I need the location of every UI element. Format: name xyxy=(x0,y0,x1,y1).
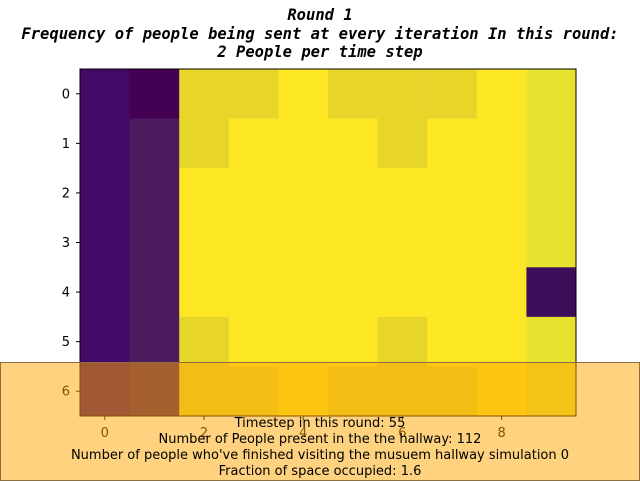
heatmap-cell xyxy=(328,119,378,169)
y-tick-label: 4 xyxy=(62,286,70,301)
heatmap-cell xyxy=(526,119,576,169)
heatmap-cell xyxy=(378,119,428,169)
heatmap-cell xyxy=(80,267,130,317)
heatmap-cell xyxy=(477,119,527,169)
heatmap-cell xyxy=(179,267,229,317)
y-axis: 0123456 xyxy=(62,87,80,399)
heatmap-cell xyxy=(130,317,180,367)
heatmap-cell xyxy=(229,218,279,268)
y-tick-label: 5 xyxy=(62,335,70,350)
heatmap-cell xyxy=(526,317,576,367)
heatmap-cell xyxy=(229,119,279,169)
heatmap-cell xyxy=(179,218,229,268)
heatmap-cell xyxy=(427,218,477,268)
heatmap-cell xyxy=(378,317,428,367)
y-tick-label: 3 xyxy=(62,236,70,251)
heatmap-cell xyxy=(427,119,477,169)
heatmap-cell xyxy=(278,267,328,317)
heatmap-cell xyxy=(229,317,279,367)
heatmap-cell xyxy=(130,218,180,268)
heatmap-cell xyxy=(278,168,328,218)
heatmap-cell xyxy=(477,267,527,317)
title-line-2: Frequency of people being sent at every … xyxy=(0,25,640,44)
title-line-3: 2 People per time step xyxy=(0,43,640,62)
heatmap-cell xyxy=(278,218,328,268)
heatmap-cell xyxy=(130,267,180,317)
heatmap-cell xyxy=(179,119,229,169)
heatmap-cell xyxy=(526,267,576,317)
heatmap-cell xyxy=(179,317,229,367)
heatmap-cell xyxy=(130,69,180,119)
heatmap-cell xyxy=(477,168,527,218)
heatmap-cell xyxy=(526,168,576,218)
fraction-text: Fraction of space occupied: 1.6 xyxy=(0,464,640,480)
y-tick-label: 2 xyxy=(62,186,70,201)
heatmap-cell xyxy=(130,168,180,218)
heatmap-cell xyxy=(378,168,428,218)
heatmap-cell xyxy=(526,69,576,119)
heatmap-cell xyxy=(427,317,477,367)
heatmap-cell xyxy=(328,267,378,317)
heatmap-cell xyxy=(477,317,527,367)
finished-text: Number of people who've finished visitin… xyxy=(0,448,640,464)
heatmap-cell xyxy=(80,218,130,268)
heatmap-cell xyxy=(278,119,328,169)
heatmap-cell xyxy=(229,168,279,218)
heatmap-cell xyxy=(229,69,279,119)
heatmap-cell xyxy=(80,168,130,218)
y-tick-label: 0 xyxy=(62,87,70,102)
title-line-1: Round 1 xyxy=(0,6,640,25)
heatmap-cell xyxy=(179,69,229,119)
heatmap-cell xyxy=(378,218,428,268)
heatmap-cell xyxy=(80,119,130,169)
people-present-text: Number of People present in the the hall… xyxy=(0,432,640,448)
heatmap-cell xyxy=(278,317,328,367)
heatmap-cell xyxy=(328,69,378,119)
heatmap-cell xyxy=(427,69,477,119)
heatmap-cell xyxy=(427,267,477,317)
chart-title: Round 1 Frequency of people being sent a… xyxy=(0,6,640,62)
timestep-text: Timestep in this round: 55 xyxy=(0,416,640,432)
heatmap-cell xyxy=(477,218,527,268)
heatmap-cell xyxy=(477,69,527,119)
heatmap-cell xyxy=(328,218,378,268)
heatmap-cell xyxy=(526,218,576,268)
heatmap-cell xyxy=(130,119,180,169)
heatmap-cell xyxy=(229,267,279,317)
heatmap-cell xyxy=(328,317,378,367)
heatmap-cell xyxy=(427,168,477,218)
heatmap-cell xyxy=(378,267,428,317)
info-panel: Timestep in this round: 55 Number of Peo… xyxy=(0,416,640,480)
heatmap-cell xyxy=(378,69,428,119)
heatmap-cell xyxy=(278,69,328,119)
heatmap-cell xyxy=(328,168,378,218)
heatmap-cell xyxy=(179,168,229,218)
heatmap-cell xyxy=(80,317,130,367)
heatmap-cell xyxy=(80,69,130,119)
y-tick-label: 1 xyxy=(62,137,70,152)
